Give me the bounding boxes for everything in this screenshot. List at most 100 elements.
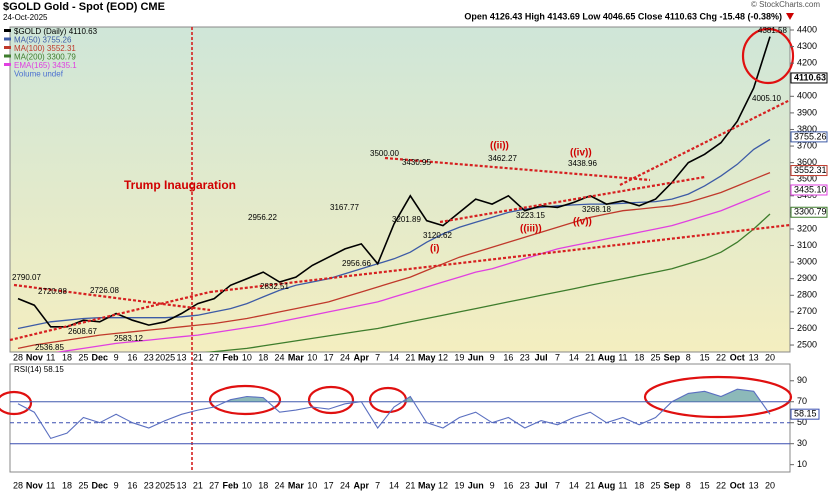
- x-tick-label: 16: [127, 480, 137, 490]
- x-tick-label: 10: [242, 352, 252, 362]
- x-tick-label: 9: [114, 480, 119, 490]
- last-value-box: [790, 165, 828, 177]
- price-annotation: 2608.67: [68, 327, 97, 336]
- series-line: [17, 388, 771, 440]
- y-tick-label: 3100: [797, 240, 817, 250]
- price-annotation: 3268.18: [582, 205, 611, 214]
- y-tick-label: 2600: [797, 323, 817, 333]
- y-tick-label: 4000: [797, 91, 817, 101]
- legend-value: 3435.1: [52, 61, 77, 70]
- x-tick-label: 11: [46, 352, 55, 362]
- rsi-overbought-fill: [225, 389, 762, 402]
- price-annotation: 4381.58: [758, 26, 787, 35]
- last-value-box: [790, 72, 828, 84]
- x-tick-label: 17: [324, 352, 334, 362]
- rsi-panel: [9, 363, 791, 473]
- last-value-label: 3755.26: [794, 131, 827, 141]
- last-value-label: 3300.79: [794, 207, 827, 217]
- x-tick-label: 12: [438, 352, 448, 362]
- x-tick-label: 7: [555, 352, 560, 362]
- rsi-legend: RSI(14) 58.15: [14, 365, 64, 374]
- x-tick-label: Mar: [288, 352, 305, 362]
- x-tick-label: 9: [490, 480, 495, 490]
- x-tick-label: Aug: [598, 352, 616, 362]
- x-tick-label: 23: [144, 352, 154, 362]
- legend-name: MA(100): [14, 44, 45, 53]
- x-tick-label: 14: [389, 480, 399, 490]
- wave-label: ((iii)): [520, 224, 542, 235]
- price-annotation: 3201.89: [392, 215, 421, 224]
- x-tick-label: Sep: [664, 480, 681, 490]
- wave-label: ((ii)): [490, 141, 509, 152]
- x-tick-label: 11: [618, 352, 627, 362]
- x-tick-label: 21: [405, 352, 415, 362]
- x-tick-label: 10: [307, 352, 317, 362]
- wave-label: ((iv)): [570, 148, 592, 159]
- x-tick-label: 18: [258, 352, 268, 362]
- price-annotation: 4005.10: [752, 94, 781, 103]
- legend-name: $GOLD (Daily): [14, 27, 67, 36]
- x-tick-label: 24: [340, 352, 350, 362]
- x-tick-label: 20: [765, 352, 775, 362]
- series-line: [17, 138, 771, 330]
- price-annotation: 2720.08: [38, 287, 67, 296]
- price-annotation: 3120.62: [423, 231, 452, 240]
- last-value-label: 4110.63: [794, 72, 826, 82]
- x-tick-label: Dec: [91, 480, 108, 490]
- legend-name: MA(200): [14, 53, 45, 62]
- x-tick-label: Feb: [223, 480, 240, 490]
- x-tick-label: 2025: [155, 352, 175, 362]
- x-tick-label: 11: [618, 480, 627, 490]
- down-arrow: [786, 13, 794, 20]
- x-tick-label: 27: [209, 352, 219, 362]
- price-annotation: 2956.66: [342, 259, 371, 268]
- x-tick-label: 23: [144, 480, 154, 490]
- price-annotation: 3438.96: [568, 159, 597, 168]
- last-value-label: 3435.10: [794, 184, 827, 194]
- x-tick-label: 13: [749, 480, 759, 490]
- x-tick-label: 14: [389, 352, 399, 362]
- x-tick-label: 14: [569, 480, 579, 490]
- series-line: [54, 190, 771, 352]
- x-tick-label: 21: [193, 352, 203, 362]
- x-tick-label: 9: [114, 352, 119, 362]
- legend-entry: MA(100) 3552.31: [14, 44, 76, 53]
- x-tick-label: 13: [176, 480, 186, 490]
- last-value-label: 3552.31: [794, 165, 827, 175]
- y-tick-label: 3000: [797, 257, 817, 267]
- x-tick-label: Nov: [26, 480, 43, 490]
- x-tick-label: 24: [275, 480, 285, 490]
- x-tick-label: 21: [193, 480, 203, 490]
- x-tick-label: Jul: [535, 352, 548, 362]
- y-tick-label: 90: [797, 375, 807, 385]
- legend-entry: MA(200) 3300.79: [14, 53, 76, 62]
- x-tick-label: 24: [340, 480, 350, 490]
- price-annotation: 3223.15: [516, 211, 545, 220]
- chart-title: $GOLD Gold - Spot (EOD) CME: [3, 1, 165, 13]
- price-annotation: 3500.00: [370, 149, 399, 158]
- x-tick-label: Apr: [354, 352, 370, 362]
- x-tick-label: 11: [46, 480, 55, 490]
- legend-value: 4110.63: [69, 27, 98, 36]
- x-tick-label: 10: [307, 480, 317, 490]
- x-tick-label: 10: [242, 480, 252, 490]
- x-tick-label: 18: [62, 352, 72, 362]
- x-tick-label: 14: [569, 352, 579, 362]
- x-tick-label: 7: [375, 480, 380, 490]
- price-annotation: 2956.22: [248, 213, 277, 222]
- x-tick-label: 22: [716, 480, 726, 490]
- legend-swatch: [4, 29, 11, 32]
- x-tick-label: May: [418, 480, 436, 490]
- y-tick-label: 3800: [797, 124, 817, 134]
- x-tick-label: 25: [651, 480, 661, 490]
- y-tick-label: 4300: [797, 41, 817, 51]
- series-line: [17, 36, 771, 328]
- x-tick-label: 15: [700, 480, 710, 490]
- legend-swatch: [4, 37, 11, 41]
- legend-swatch: [4, 63, 11, 66]
- x-tick-label: 21: [405, 480, 415, 490]
- x-tick-label: Jun: [468, 480, 484, 490]
- y-tick-label: 2700: [797, 306, 817, 316]
- y-tick-label: 70: [797, 396, 807, 406]
